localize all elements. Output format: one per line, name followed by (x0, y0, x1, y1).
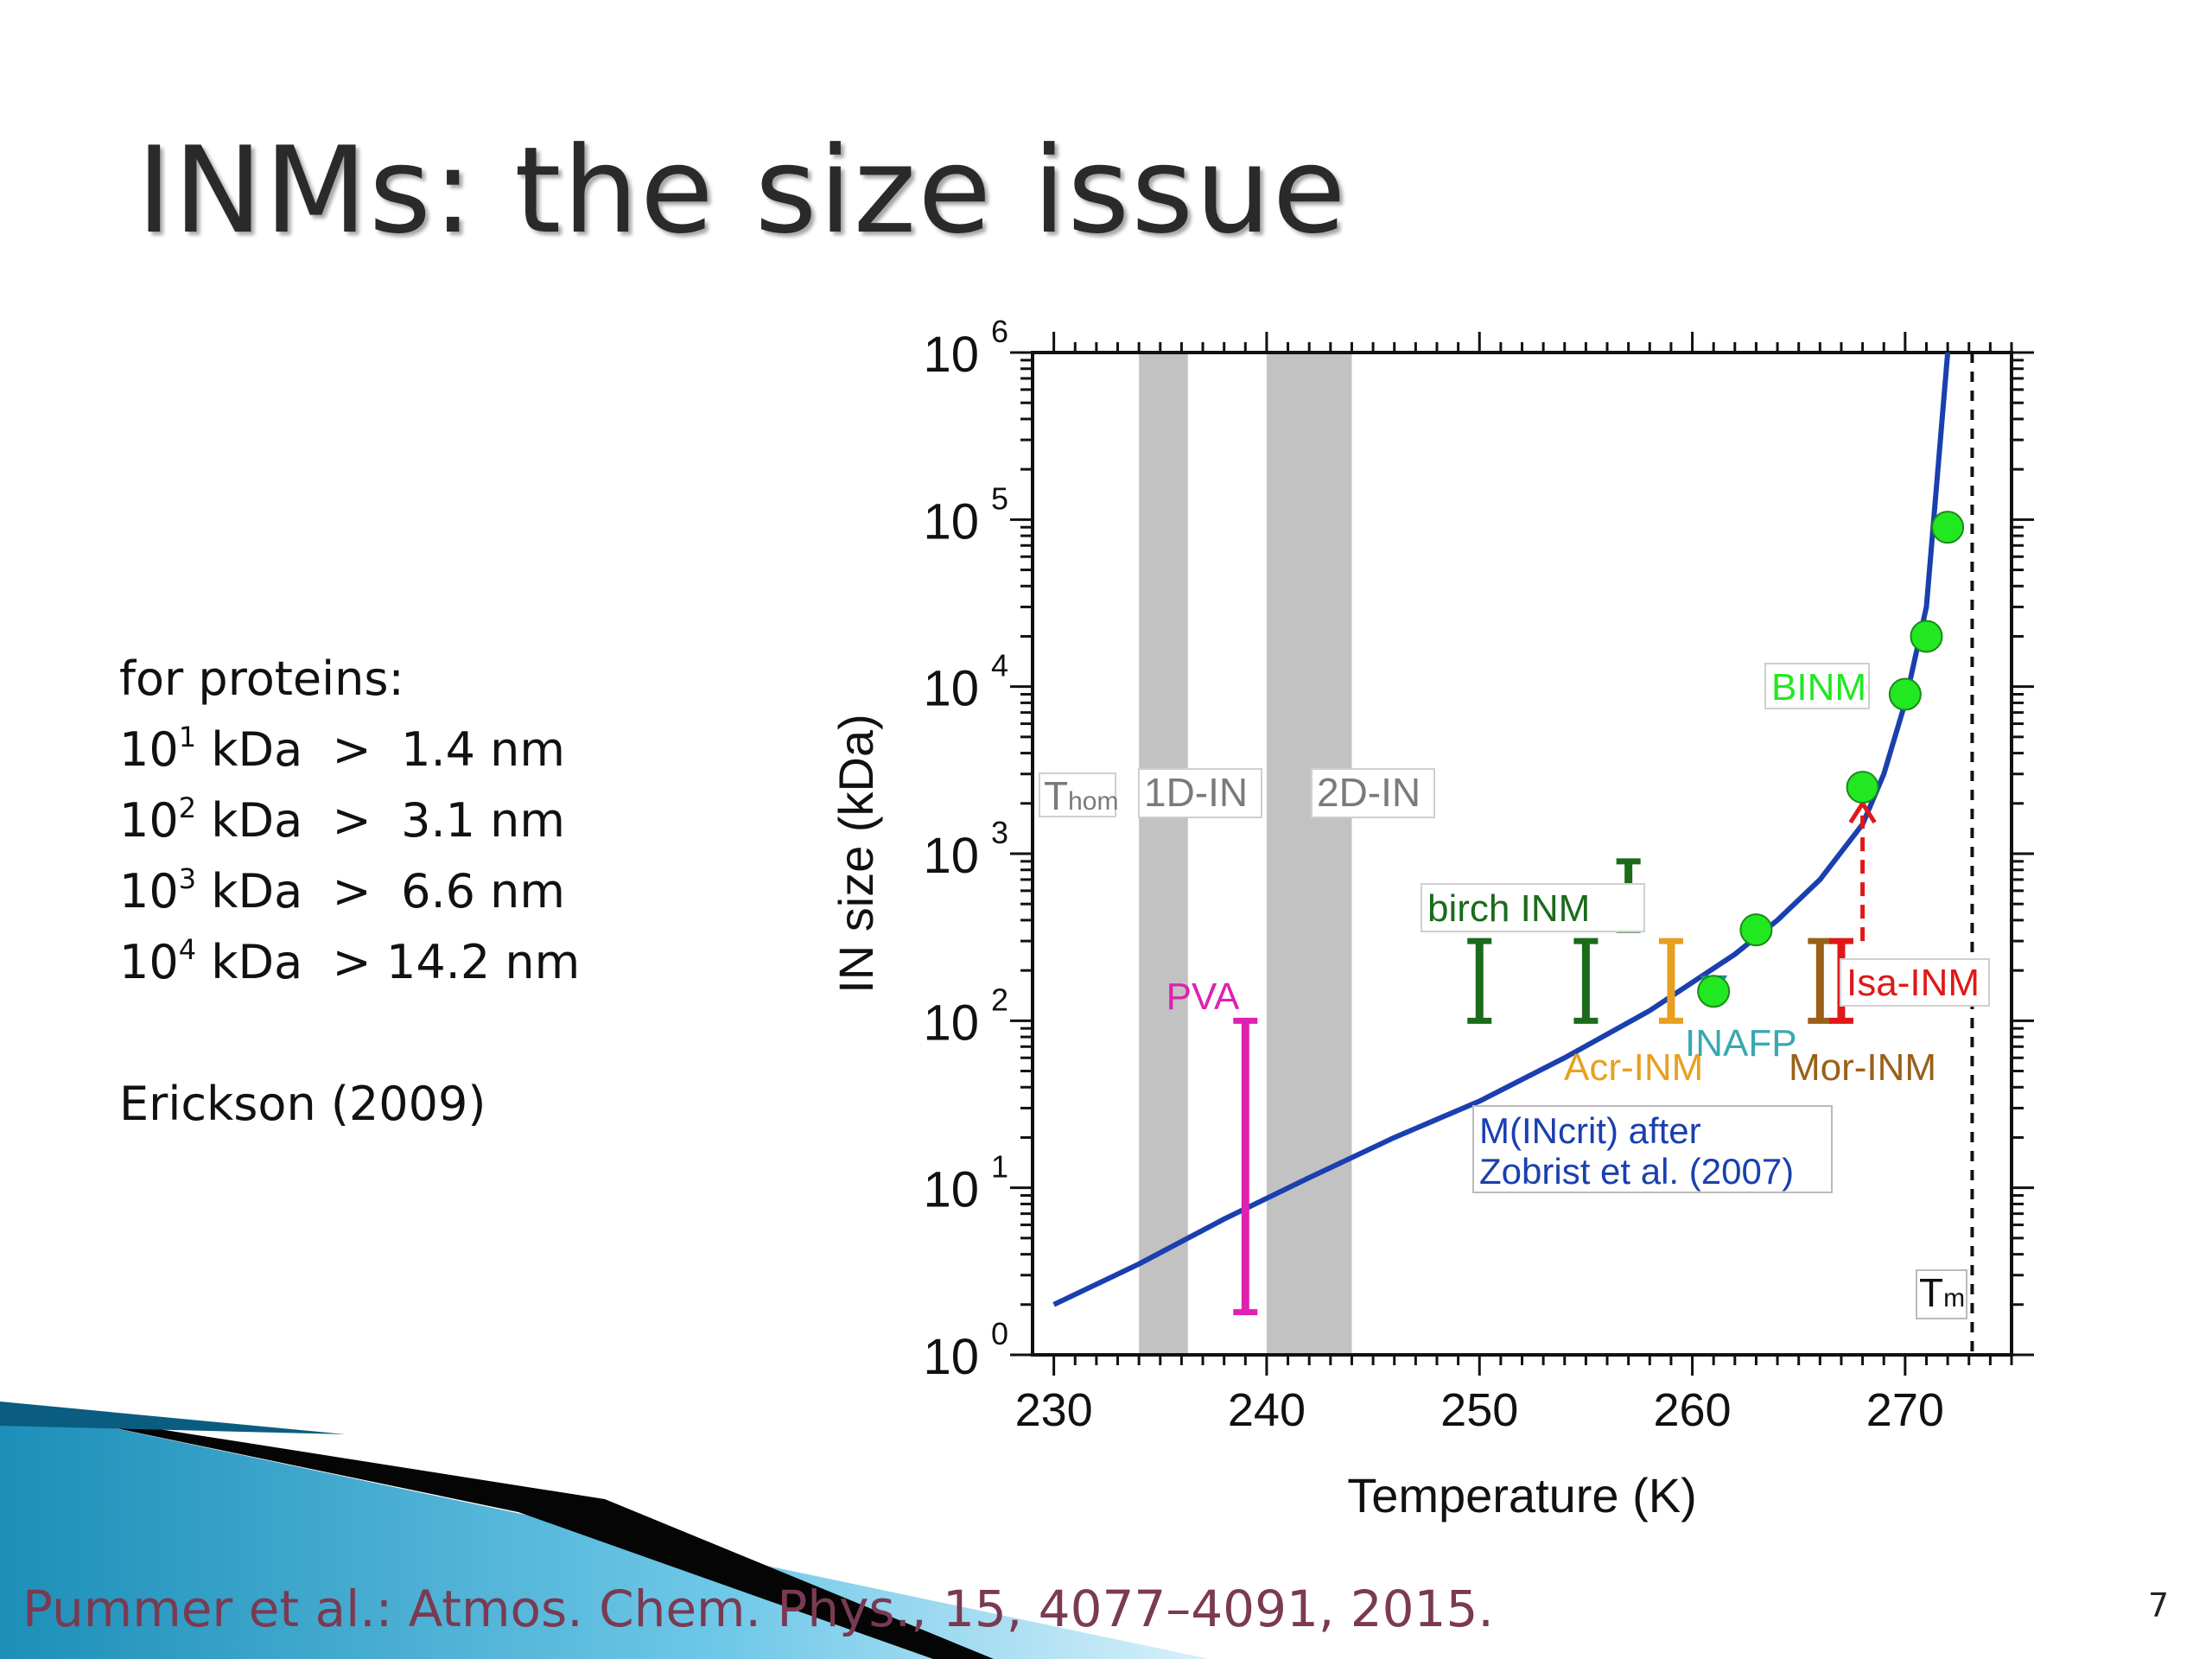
series-label: Isa-INM (1847, 962, 1980, 1004)
series-label-box (1421, 883, 1645, 932)
series-label: birch INM (1427, 887, 1590, 930)
band-label: 2D-IN (1317, 770, 1421, 815)
size-row: 104 kDa > 14.2 nm (119, 933, 581, 989)
tm-label: Tm (1919, 1270, 1965, 1315)
y-tick-exponent: 4 (991, 648, 1008, 683)
x-tick-label: 250 (1440, 1384, 1518, 1436)
data-point (1888, 677, 1922, 711)
x-axis-title: Temperature (K) (1347, 1468, 1697, 1522)
band-label-box (1138, 768, 1262, 818)
page-number: 7 (2148, 1586, 2170, 1624)
data-point (1846, 771, 1879, 804)
series-label-box (1764, 663, 1870, 709)
size-row: 102 kDa > 3.1 nm (119, 791, 566, 848)
curve-label-box (1472, 1105, 1833, 1193)
series-label: BINM (1771, 666, 1866, 709)
x-tick-label: 240 (1228, 1384, 1306, 1436)
thom-label: Thom (1044, 773, 1118, 818)
series-label: Acr-INM (1564, 1046, 1703, 1089)
y-tick-label: 10 (923, 1329, 979, 1385)
y-tick-label: 10 (923, 828, 979, 884)
page-title: INMs: the size issue (137, 121, 1348, 260)
y-axis-title: IN size (kDa) (829, 714, 883, 994)
y-tick-exponent: 6 (991, 314, 1008, 349)
series-label: PVA (1166, 976, 1240, 1018)
notes-block: for proteins: 101 kDa > 1.4 nm 102 kDa >… (119, 644, 580, 1140)
band-label-box (1311, 768, 1435, 818)
notes-heading: for proteins: (119, 652, 404, 706)
series-label: Mor-INM (1789, 1046, 1936, 1089)
curve-label: M(INcrit) after (1479, 1110, 1701, 1151)
y-tick-exponent: 1 (991, 1149, 1008, 1185)
y-tick-label: 10 (923, 661, 979, 717)
thom-label-box (1039, 772, 1116, 817)
y-tick-exponent: 2 (991, 982, 1008, 1017)
y-tick-label: 10 (923, 493, 979, 550)
y-tick-exponent: 5 (991, 480, 1008, 516)
y-tick-exponent: 3 (991, 815, 1008, 850)
y-tick-label: 10 (923, 327, 979, 383)
x-tick-label: 230 (1015, 1384, 1093, 1436)
tm-label-box (1916, 1269, 1967, 1319)
data-point (1931, 511, 1965, 544)
temperature-band (1139, 353, 1188, 1355)
series-label-box (1840, 958, 1990, 1007)
band-label: 1D-IN (1144, 770, 1248, 815)
curve-label: Zobrist et al. (2007) (1479, 1151, 1794, 1192)
size-row: 103 kDa > 6.6 nm (119, 862, 566, 918)
data-point (1697, 975, 1731, 1008)
y-tick-label: 10 (923, 1162, 979, 1218)
curve-line (1052, 352, 1951, 1307)
series-label: INAFP (1685, 1022, 1797, 1065)
x-tick-label: 270 (1866, 1384, 1944, 1436)
temperature-band (1266, 353, 1352, 1355)
reference-text: Erickson (2009) (119, 1077, 486, 1131)
data-point (1739, 913, 1773, 947)
size-row: 101 kDa > 1.4 nm (119, 721, 566, 777)
data-point (1910, 620, 1943, 653)
citation: Pummer et al.: Atmos. Chem. Phys., 15, 4… (22, 1580, 1494, 1638)
x-tick-label: 260 (1653, 1384, 1731, 1436)
y-tick-label: 10 (923, 995, 979, 1051)
y-tick-exponent: 0 (991, 1316, 1008, 1351)
